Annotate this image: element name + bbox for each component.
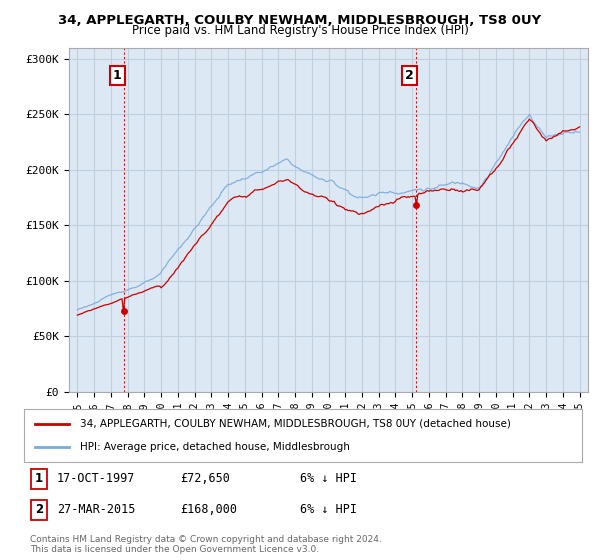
Text: 1: 1 (113, 69, 122, 82)
Text: 2: 2 (35, 503, 43, 516)
Text: 1: 1 (35, 472, 43, 486)
Text: 17-OCT-1997: 17-OCT-1997 (57, 472, 136, 486)
Text: 6% ↓ HPI: 6% ↓ HPI (300, 503, 357, 516)
Text: Price paid vs. HM Land Registry's House Price Index (HPI): Price paid vs. HM Land Registry's House … (131, 24, 469, 37)
Text: £168,000: £168,000 (180, 503, 237, 516)
Text: 34, APPLEGARTH, COULBY NEWHAM, MIDDLESBROUGH, TS8 0UY: 34, APPLEGARTH, COULBY NEWHAM, MIDDLESBR… (58, 14, 542, 27)
Text: Contains HM Land Registry data © Crown copyright and database right 2024.
This d: Contains HM Land Registry data © Crown c… (30, 535, 382, 554)
Text: 2: 2 (405, 69, 414, 82)
Text: 6% ↓ HPI: 6% ↓ HPI (300, 472, 357, 486)
Text: 34, APPLEGARTH, COULBY NEWHAM, MIDDLESBROUGH, TS8 0UY (detached house): 34, APPLEGARTH, COULBY NEWHAM, MIDDLESBR… (80, 419, 511, 429)
Text: £72,650: £72,650 (180, 472, 230, 486)
Text: HPI: Average price, detached house, Middlesbrough: HPI: Average price, detached house, Midd… (80, 442, 350, 452)
Text: 27-MAR-2015: 27-MAR-2015 (57, 503, 136, 516)
